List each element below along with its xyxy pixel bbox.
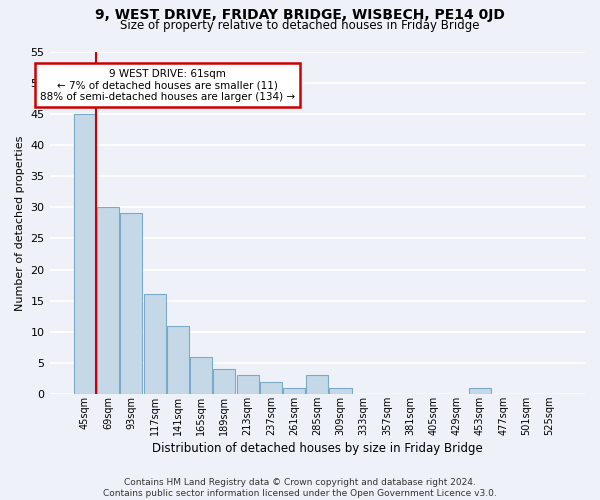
Text: 9 WEST DRIVE: 61sqm
← 7% of detached houses are smaller (11)
88% of semi-detache: 9 WEST DRIVE: 61sqm ← 7% of detached hou… (40, 68, 295, 102)
Text: 9, WEST DRIVE, FRIDAY BRIDGE, WISBECH, PE14 0JD: 9, WEST DRIVE, FRIDAY BRIDGE, WISBECH, P… (95, 8, 505, 22)
X-axis label: Distribution of detached houses by size in Friday Bridge: Distribution of detached houses by size … (152, 442, 482, 455)
Text: Contains HM Land Registry data © Crown copyright and database right 2024.
Contai: Contains HM Land Registry data © Crown c… (103, 478, 497, 498)
Bar (236, 376, 259, 394)
Bar (213, 369, 235, 394)
Bar (74, 114, 96, 394)
Bar (306, 376, 328, 394)
Y-axis label: Number of detached properties: Number of detached properties (15, 135, 25, 310)
Bar (121, 214, 142, 394)
Bar (329, 388, 352, 394)
Bar (283, 388, 305, 394)
Bar (97, 208, 119, 394)
Bar (260, 382, 282, 394)
Bar (469, 388, 491, 394)
Bar (167, 326, 189, 394)
Bar (143, 294, 166, 394)
Bar (190, 357, 212, 394)
Text: Size of property relative to detached houses in Friday Bridge: Size of property relative to detached ho… (120, 18, 480, 32)
